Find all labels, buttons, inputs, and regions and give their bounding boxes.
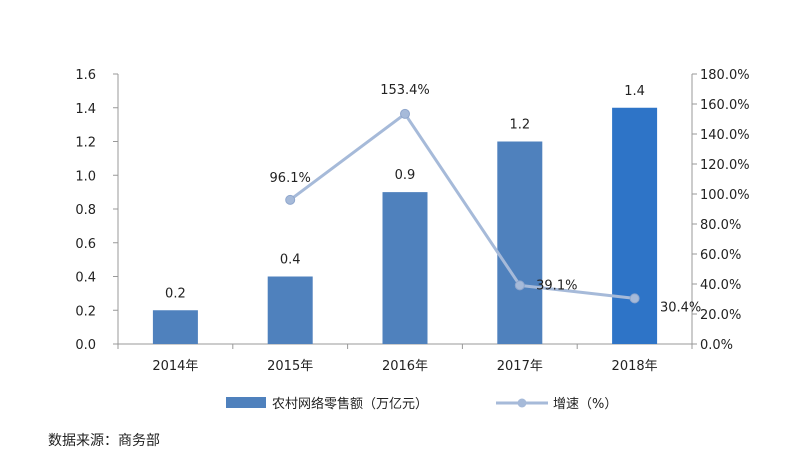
y-right-tick-label: 120.0% [700, 158, 750, 173]
bar [612, 107, 658, 344]
x-tick-label: 2016年 [382, 359, 428, 374]
x-tick-label: 2017年 [497, 359, 543, 374]
y-right-tick-label: 100.0% [700, 188, 750, 203]
x-tick-label: 2014年 [152, 359, 198, 374]
growth-data-label: 153.4% [380, 83, 430, 98]
y-right-tick-label: 40.0% [700, 278, 741, 293]
bar-data-label: 0.2 [165, 286, 186, 301]
bar-data-label: 0.4 [280, 253, 301, 268]
growth-data-label: 96.1% [270, 171, 311, 186]
source-note: 数据来源：商务部 [48, 433, 160, 449]
y-right-tick-label: 20.0% [700, 308, 741, 323]
growth-point [400, 108, 410, 119]
y-left-tick-label: 0.2 [75, 304, 96, 319]
y-right-tick-label: 0.0% [700, 338, 733, 353]
y-left-tick-label: 0.6 [75, 237, 96, 252]
legend-bar-label: 农村网络零售额（万亿元） [272, 396, 428, 412]
y-left-tick-label: 1.0 [75, 169, 96, 184]
legend-line-marker [517, 398, 527, 408]
y-left-tick-label: 1.4 [75, 102, 96, 117]
y-left-tick-label: 1.2 [75, 136, 96, 151]
growth-data-label: 39.1% [536, 278, 577, 293]
legend-line-label: 增速（%） [553, 397, 617, 412]
x-tick-label: 2015年 [267, 359, 313, 374]
y-right-tick-label: 80.0% [700, 218, 741, 233]
growth-data-label: 30.4% [660, 300, 701, 315]
bar-data-label: 1.4 [624, 84, 645, 99]
legend-bar-swatch [226, 397, 266, 408]
bar [497, 141, 543, 344]
bar [267, 276, 313, 344]
x-tick-label: 2018年 [612, 359, 658, 374]
growth-point [285, 194, 296, 205]
y-left-tick-label: 1.6 [75, 68, 96, 83]
y-left-tick-label: 0.0 [75, 338, 96, 353]
growth-point [514, 280, 525, 291]
y-left-tick-label: 0.8 [75, 203, 96, 218]
bar-data-label: 0.9 [395, 168, 416, 183]
y-right-tick-label: 60.0% [700, 248, 741, 263]
bar-data-label: 1.2 [509, 118, 530, 133]
growth-point [629, 293, 640, 304]
y-right-tick-label: 180.0% [700, 68, 750, 83]
bar [382, 192, 428, 344]
y-left-tick-label: 0.4 [75, 271, 96, 286]
bar [152, 310, 198, 344]
y-right-tick-label: 160.0% [700, 98, 750, 113]
growth-line [289, 112, 635, 300]
y-right-tick-label: 140.0% [700, 128, 750, 143]
